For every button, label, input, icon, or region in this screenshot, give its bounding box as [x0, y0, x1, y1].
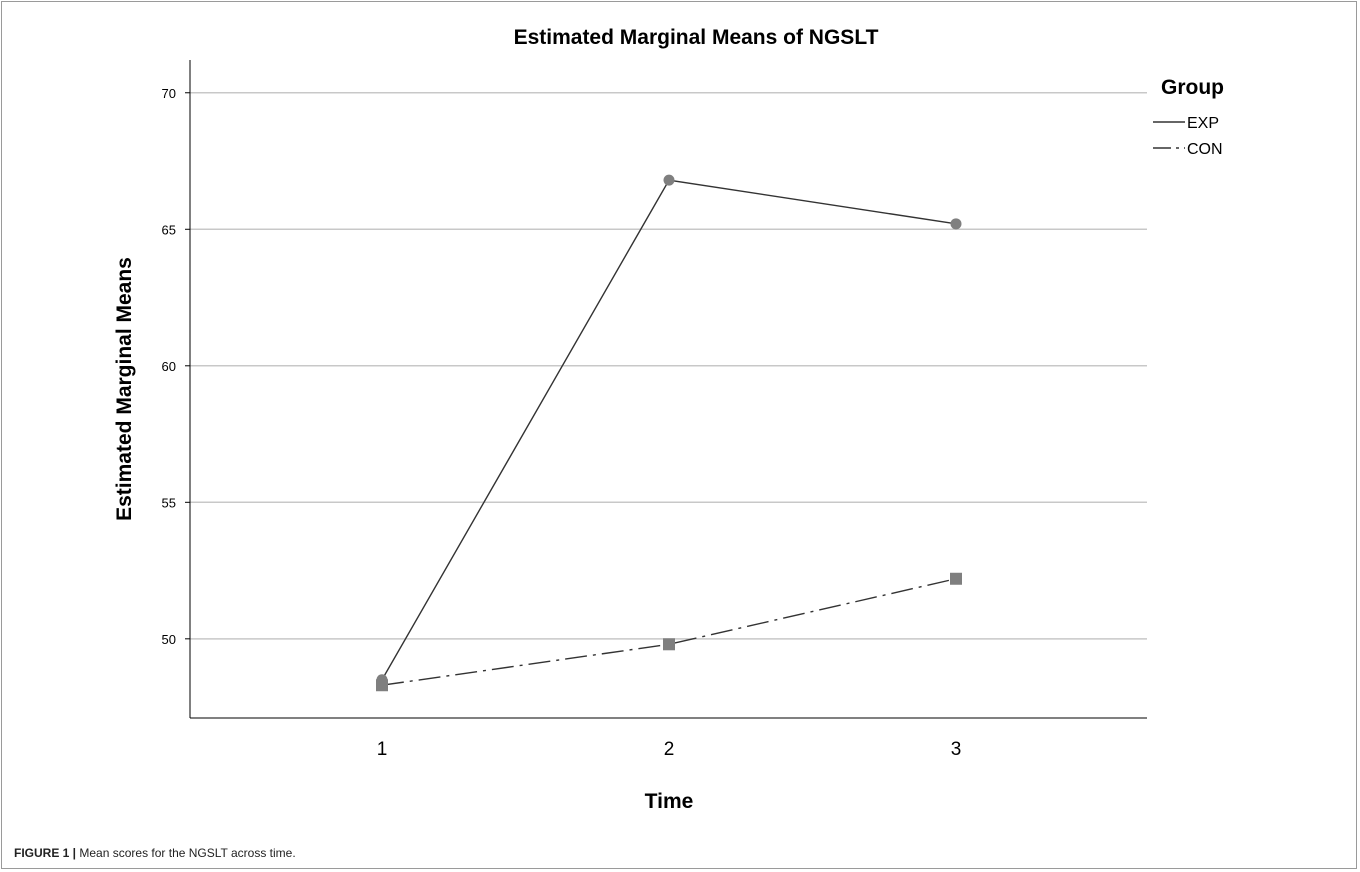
x-tick-label: 2 — [664, 739, 675, 760]
figure-caption: FIGURE 1 | Mean scores for the NGSLT acr… — [14, 846, 296, 860]
grid-lines — [190, 92, 1147, 640]
series-layer — [376, 174, 962, 692]
series-line-exp — [381, 179, 957, 681]
y-tick-label: 50 — [162, 632, 176, 647]
y-tick-labels: 50 55 60 65 70 — [162, 86, 190, 647]
x-axis-title: Time — [645, 790, 694, 813]
legend-title: Group — [1161, 76, 1224, 99]
y-tick-label: 55 — [162, 495, 176, 510]
legend-label-exp: EXP — [1187, 115, 1219, 132]
x-tick-labels: 1 2 3 — [377, 739, 962, 760]
y-tick-label: 70 — [162, 86, 176, 101]
series-line-con — [381, 578, 957, 686]
x-tick-label: 3 — [951, 739, 962, 760]
y-tick-label: 65 — [162, 222, 176, 237]
data-point-con — [663, 638, 675, 651]
x-tick-label: 1 — [377, 739, 388, 760]
caption-text: Mean scores for the NGSLT across time. — [76, 846, 296, 860]
legend-items: EXP CON — [1153, 115, 1223, 158]
data-point-exp — [663, 174, 675, 186]
data-point-con — [950, 572, 962, 585]
y-axis-title: Estimated Marginal Means — [113, 257, 136, 521]
chart-title: Estimated Marginal Means of NGSLT — [514, 26, 879, 49]
legend: Group EXP CON — [1153, 76, 1224, 158]
caption-label: FIGURE 1 | — [14, 846, 77, 860]
y-tick-label: 60 — [162, 359, 176, 374]
data-point-exp — [950, 218, 962, 230]
axes — [189, 60, 1147, 719]
legend-label-con: CON — [1187, 141, 1223, 158]
data-point-con — [376, 679, 388, 692]
